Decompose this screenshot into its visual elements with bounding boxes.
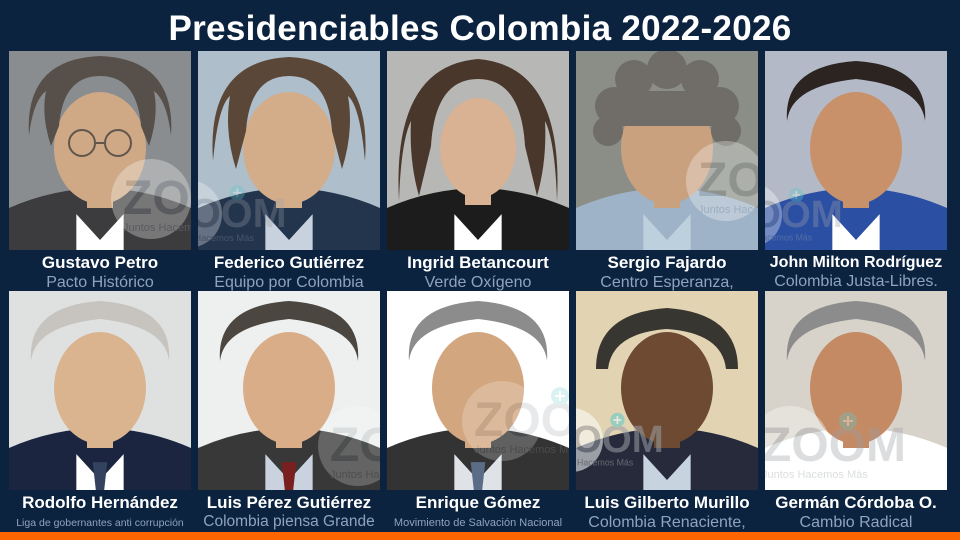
svg-text:Juntos Hacemos Más: Juntos Hacemos Más bbox=[765, 233, 813, 243]
svg-text:Juntos Hacemos Más: Juntos Hacemos Más bbox=[576, 458, 634, 468]
svg-text:ZOOM: ZOOM bbox=[123, 172, 191, 225]
svg-text:Juntos Hacemos Más: Juntos Hacemos Más bbox=[698, 204, 758, 216]
svg-text:Juntos Hacemos Más: Juntos Hacemos Más bbox=[198, 233, 254, 243]
svg-text:ZOOM: ZOOM bbox=[765, 193, 843, 236]
svg-text:ZOOM: ZOOM bbox=[765, 419, 906, 472]
svg-text:ZOOM: ZOOM bbox=[330, 419, 380, 472]
svg-text:Juntos Hacemos Más: Juntos Hacemos Más bbox=[330, 469, 380, 481]
svg-text:ZOOM: ZOOM bbox=[698, 154, 758, 207]
svg-text:Juntos Hacemos Más: Juntos Hacemos Más bbox=[474, 444, 569, 456]
svg-text:Juntos Hacemos Más: Juntos Hacemos Más bbox=[123, 222, 191, 234]
svg-text:Juntos Hacemos Más: Juntos Hacemos Más bbox=[765, 469, 868, 481]
